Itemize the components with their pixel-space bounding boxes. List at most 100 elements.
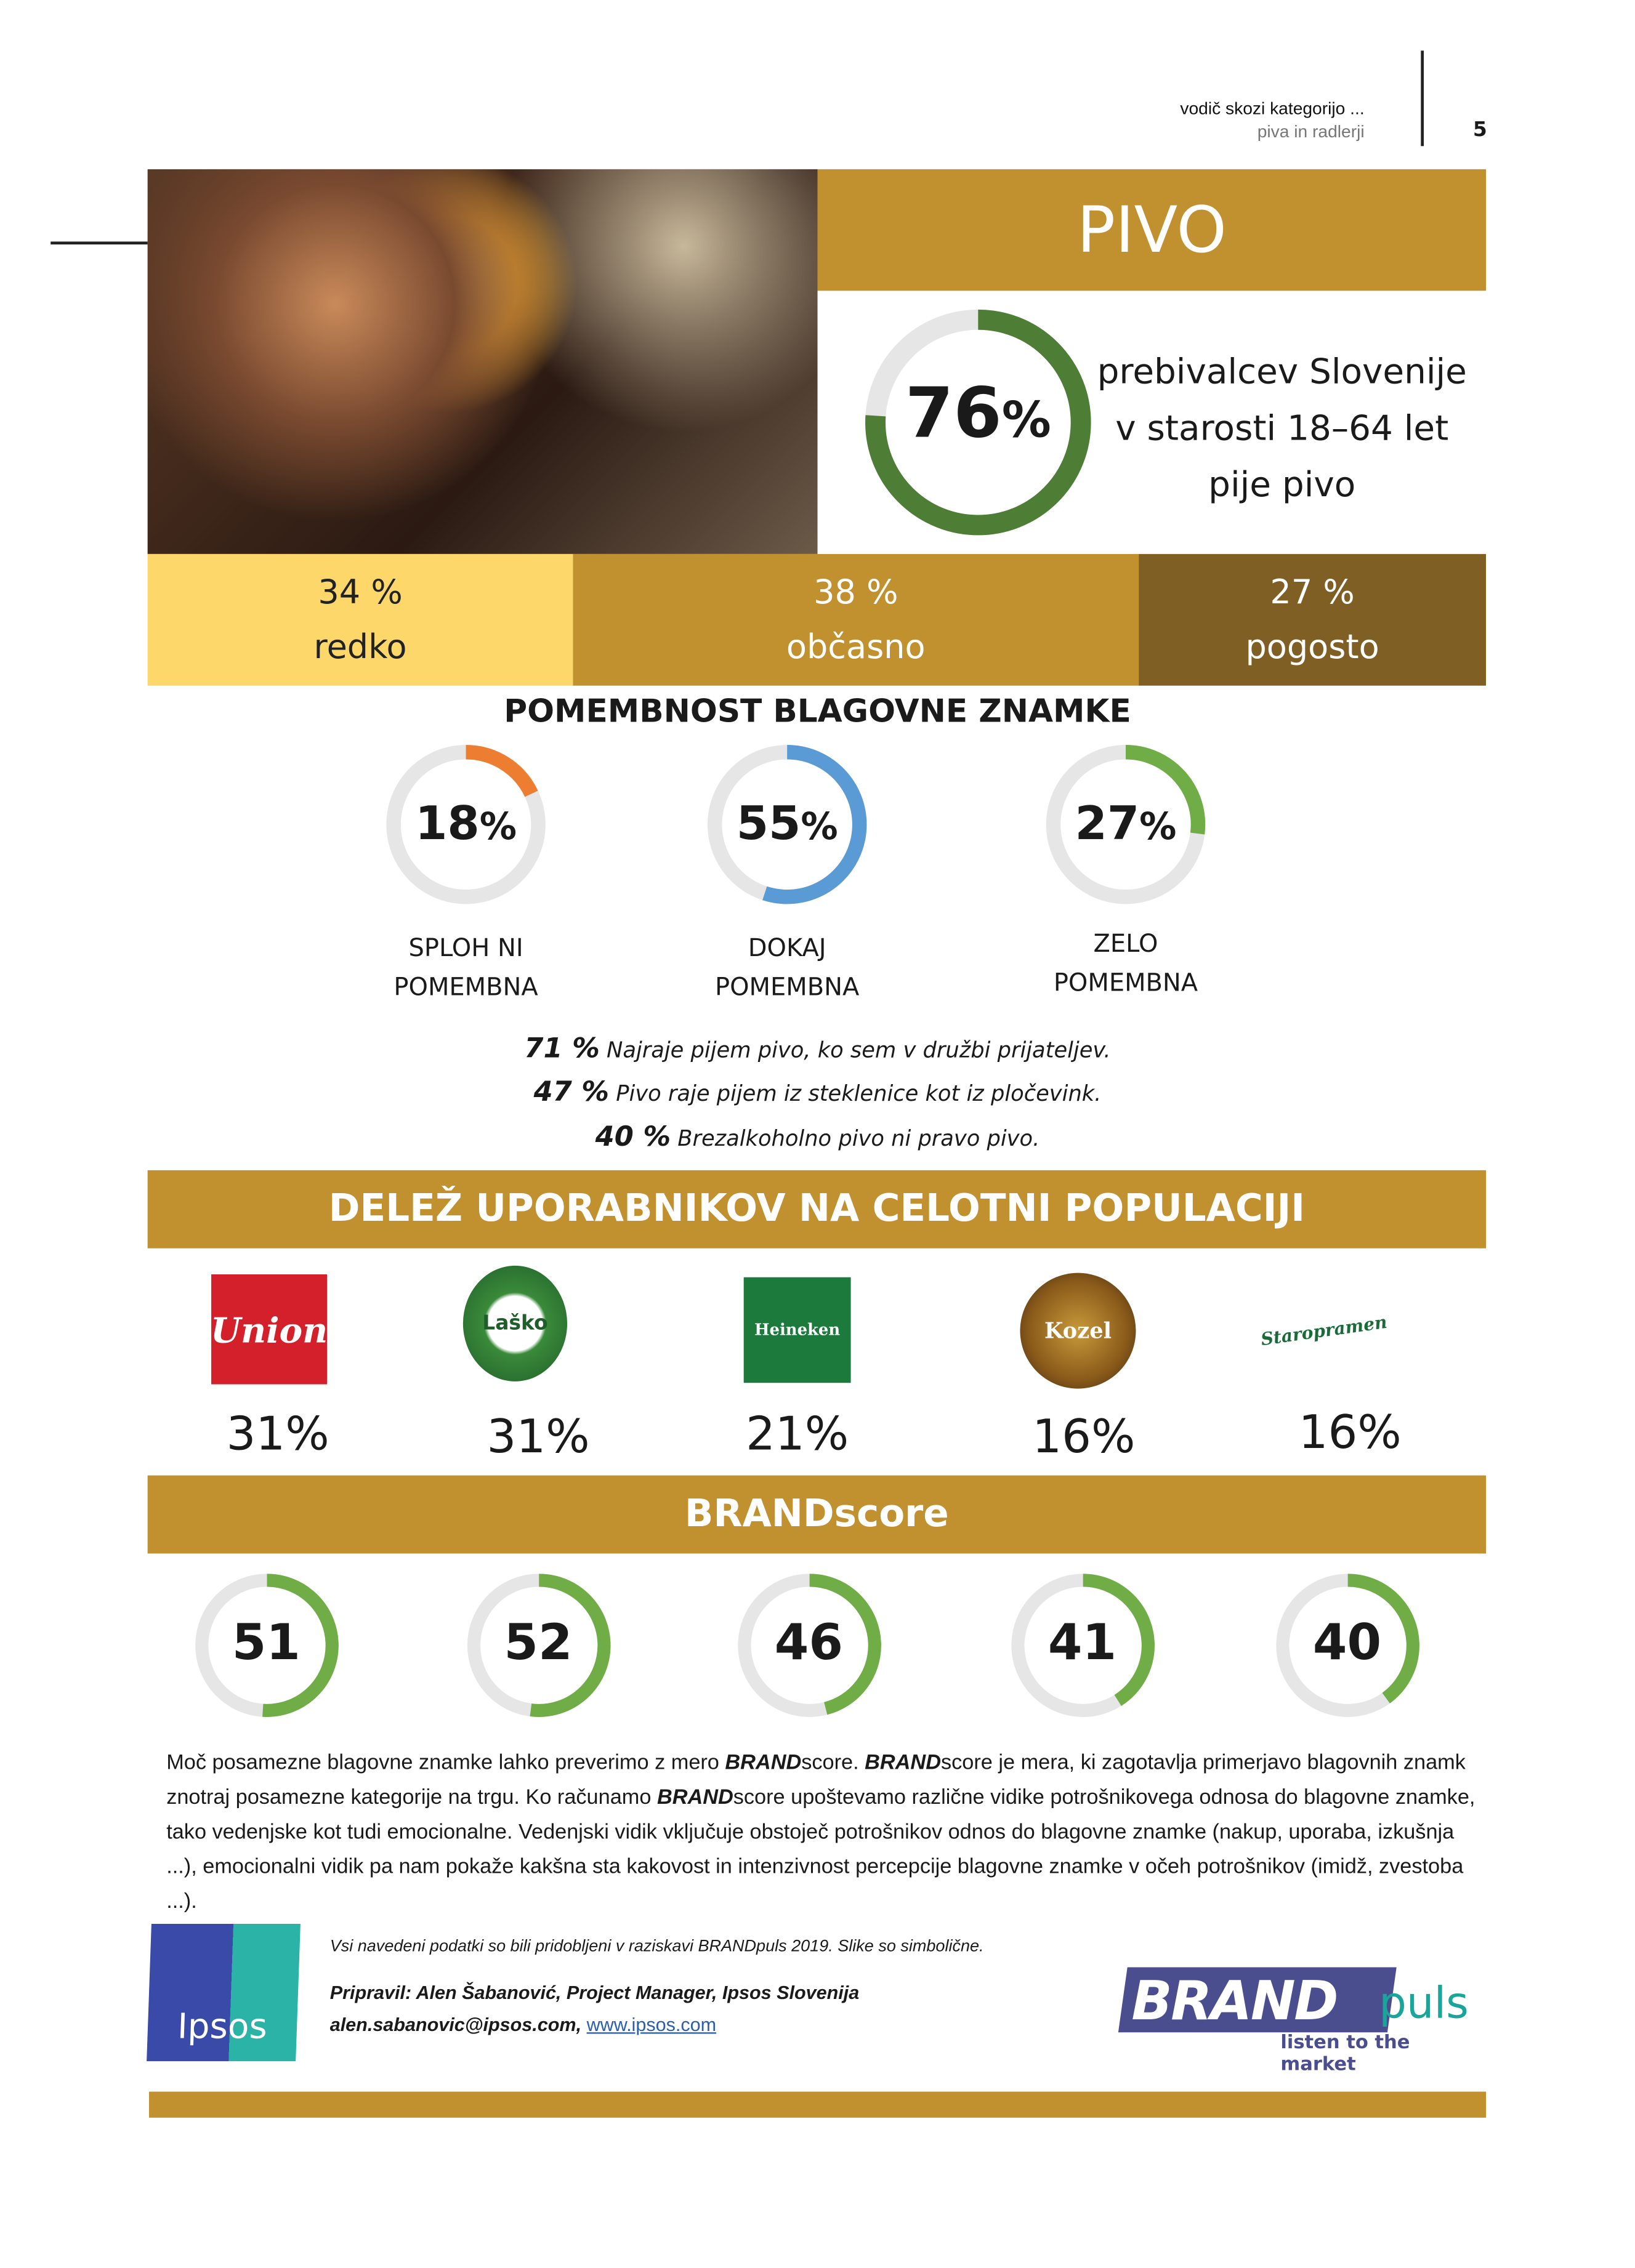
brand-emphasis: BRAND [725,1751,802,1775]
importance-title: POMEMBNOST BLAGOVNE ZNAMKE [504,694,1131,731]
ipsos-logo: Ipsos [147,1923,301,2062]
value: 51 [232,1614,301,1672]
frequency-value: 27 % [1270,573,1355,611]
statement: 47 % Pivo raje pijem iz steklenice kot i… [0,1076,1635,1108]
page-number: 5 [1472,118,1487,142]
brand-user-share: 31% [486,1409,590,1464]
value: 52 [504,1614,573,1672]
header-divider [1421,50,1424,147]
brandscore-donut [466,1573,610,1716]
donut-value: 46 [708,1614,910,1672]
value: 18 [415,795,480,851]
heineken-logo: Heineken [743,1277,851,1383]
donut-value: 27% [1025,796,1227,851]
importance-label: ZELO POMEMBNA [981,926,1270,1004]
header-title: vodič skozi kategorijo ... [1180,98,1365,119]
brandscore-donut [1275,1573,1419,1716]
ipsos-link[interactable]: www.ipsos.com [586,2013,717,2035]
drinkers-description: prebivalcev Slovenije v starosti 18–64 l… [1085,344,1479,513]
statement-text: Najraje pijem pivo, ko sem v družbi prij… [607,1037,1111,1063]
brand-user-share: 16% [1298,1404,1402,1460]
brandpuls-puls: puls [1379,1979,1469,2030]
desc-line: prebivalcev Slovenije [1097,351,1467,392]
brand-emphasis: BRAND [865,1751,941,1775]
importance-label: SPLOH NI POMEMBNA [321,930,611,1008]
donut-value: 18% [365,796,567,851]
value: 55 [736,795,801,851]
drinkers-value: 76% [862,373,1094,454]
header-subtitle: piva in radlerji [1257,121,1365,142]
value: 41 [1048,1614,1117,1672]
value: 27 [1075,795,1140,851]
label-line: ZELO [1093,930,1158,959]
frequency-value: 34 % [318,573,403,611]
pivo-banner: PIVO [817,169,1487,291]
donut-arc [737,1573,881,1716]
donut-arc [195,1573,338,1716]
statement-value: 40 % [595,1120,671,1153]
donut-arc [1011,1573,1154,1716]
donut-arc [466,1573,610,1716]
brandpuls-tagline: listen to the market [1280,2032,1410,2076]
frequency-value: 38 % [813,573,898,611]
brandpuls-logo: BRAND puls listen to the market [1114,1967,1476,2076]
users-banner: DELEŽ UPORABNIKOV NA CELOTNI POPULACIJI [147,1170,1487,1249]
value: 46 [774,1614,844,1672]
desc-line: v starosti 18–64 let [1115,408,1449,449]
brandscore-donut [195,1573,338,1716]
brandscore-explanation: Moč posamezne blagovne znamke lahko prev… [166,1746,1483,1920]
donut-arc [707,745,867,904]
percent-sign: % [1139,806,1177,850]
footer-author: Pripravil: Alen Šabanović, Project Manag… [329,1981,860,2004]
kozel-logo: Kozel [1020,1273,1136,1389]
donut-value: 52 [437,1614,640,1672]
beer-toast-photo [147,169,818,554]
label-line: POMEMBNA [715,973,860,1003]
statement-value: 71 % [524,1032,600,1065]
donut-value: 40 [1246,1614,1448,1672]
brand-emphasis: BRAND [656,1786,733,1810]
brandscore-banner: BRANDscore [147,1475,1487,1554]
label-line: POMEMBNA [1053,969,1198,999]
frequency-occasionally: 38 % občasno [573,553,1139,686]
footer-contact: alen.sabanovic@ipsos.com, www.ipsos.com [330,2014,716,2035]
statement-text: Pivo raje pijem iz steklenice kot iz plo… [616,1080,1102,1107]
donut-value: 51 [165,1614,368,1672]
statement: 71 % Najraje pijem pivo, ko sem v družbi… [0,1033,1635,1065]
frequency-often: 27 % pogosto [1139,553,1487,686]
statement-value: 47 % [533,1076,610,1108]
brandpuls-brand: BRAND [1131,1970,1338,2033]
author-email[interactable]: alen.sabanovic@ipsos.com, [329,2013,582,2035]
side-rule [50,241,148,245]
percent-sign: % [801,806,838,850]
brand-user-share: 21% [746,1405,849,1462]
donut-arc [1275,1573,1419,1716]
value: 40 [1312,1614,1382,1672]
drinkers-donut [865,309,1091,536]
label-line: SPLOH NI [408,934,523,963]
donut-arc [865,309,1091,536]
statement: 40 % Brezalkoholno pivo ni pravo pivo. [0,1121,1635,1153]
percent-sign: % [1001,392,1051,450]
donut-arc [1046,745,1206,904]
label-line: POMEMBNA [394,973,538,1003]
brand-user-share: 31% [226,1405,329,1462]
union-logo: Union [211,1274,328,1385]
importance-donut [707,745,867,904]
text-segment: Moč posamezne blagovne znamke lahko prev… [166,1751,725,1775]
donut-value: 55% [686,796,889,851]
lasko-logo: Laško [462,1265,568,1381]
statement-text: Brezalkoholno pivo ni pravo pivo. [677,1125,1040,1152]
brandscore-donut [1011,1573,1154,1716]
donut-value: 41 [981,1614,1184,1672]
desc-line: pije pivo [1208,464,1356,505]
percent-sign: % [479,806,517,850]
footer-note: Vsi navedeni podatki so bili pridobljeni… [329,1938,984,1956]
brandscore-donut [737,1573,881,1716]
donut-arc [386,745,546,904]
importance-donut [1046,745,1206,904]
frequency-label: pogosto [1245,628,1379,666]
frequency-label: redko [313,628,407,666]
importance-label: DOKAJ POMEMBNA [642,930,932,1008]
